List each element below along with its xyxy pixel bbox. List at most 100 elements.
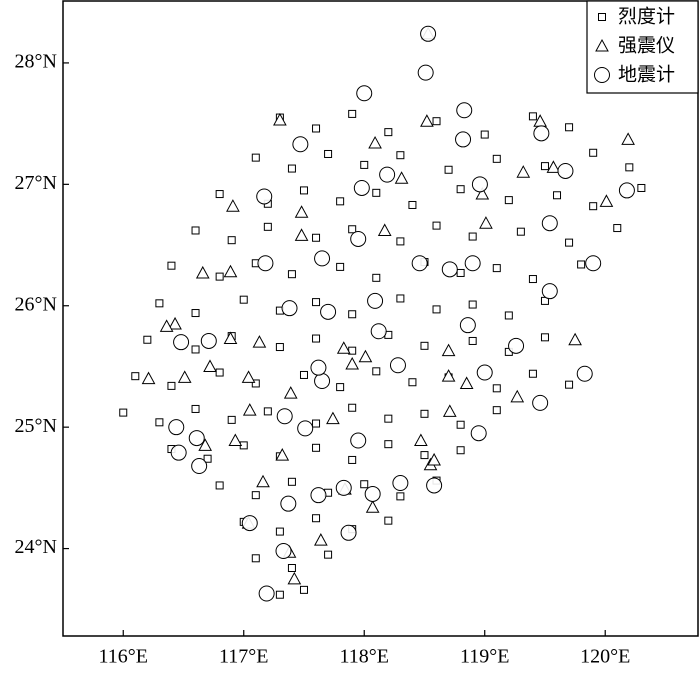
square-marker xyxy=(360,160,369,169)
circle-marker xyxy=(256,188,273,205)
square-marker xyxy=(324,149,333,158)
square-marker xyxy=(287,477,296,486)
legend-label: 强震仪 xyxy=(618,35,675,57)
triangle-marker xyxy=(283,386,298,399)
square-marker xyxy=(275,343,284,352)
square-marker xyxy=(191,309,200,318)
square-marker xyxy=(420,409,429,418)
circle-marker xyxy=(200,332,217,349)
square-marker xyxy=(227,415,236,424)
circle-marker xyxy=(340,524,357,541)
square-marker xyxy=(191,404,200,413)
legend-label: 地震计 xyxy=(618,64,675,86)
square-marker xyxy=(287,164,296,173)
circle-marker xyxy=(471,176,488,193)
square-marker xyxy=(613,224,622,233)
circle-marker xyxy=(335,479,352,496)
square-marker xyxy=(263,222,272,231)
square-marker xyxy=(299,370,308,379)
triangle-marker xyxy=(294,205,309,218)
square-marker xyxy=(299,186,308,195)
square-marker xyxy=(565,238,574,247)
square-marker xyxy=(456,268,465,277)
square-marker xyxy=(444,165,453,174)
circle-marker xyxy=(532,394,549,411)
triangle-marker xyxy=(336,341,351,354)
circle-marker xyxy=(476,364,493,381)
circle-marker xyxy=(557,162,574,179)
square-marker xyxy=(251,491,260,500)
triangle-marker xyxy=(420,114,434,127)
triangle-marker xyxy=(223,264,238,278)
square-marker xyxy=(553,191,562,200)
circle-marker xyxy=(576,365,593,382)
square-marker xyxy=(312,233,321,242)
triangle-marker xyxy=(228,433,243,447)
square-marker xyxy=(251,379,260,388)
triangle-marker xyxy=(414,433,428,447)
square-marker xyxy=(131,372,140,381)
square-marker xyxy=(155,299,164,308)
triangle-marker xyxy=(273,112,287,126)
square-marker xyxy=(348,225,357,234)
square-marker xyxy=(348,403,357,412)
circle-marker xyxy=(353,179,370,196)
square-marker xyxy=(625,163,634,172)
circle-marker xyxy=(426,477,443,494)
circle-marker xyxy=(241,515,258,532)
square-marker xyxy=(251,153,260,162)
square-marker xyxy=(396,492,405,501)
square-marker xyxy=(432,221,441,230)
square-marker xyxy=(360,480,369,489)
circle-marker xyxy=(585,255,602,272)
square-marker xyxy=(456,420,465,429)
triangle-marker xyxy=(159,319,174,332)
square-marker xyxy=(480,130,489,139)
triangle-marker xyxy=(203,359,217,372)
square-marker xyxy=(191,345,200,354)
square-marker xyxy=(336,197,345,206)
square-marker xyxy=(492,264,501,273)
triangle-marker xyxy=(195,265,210,279)
circle-marker xyxy=(188,430,205,447)
circle-marker xyxy=(456,102,473,119)
circle-marker xyxy=(292,136,309,153)
square-marker xyxy=(372,273,381,282)
square-marker xyxy=(432,117,441,126)
triangle-marker xyxy=(241,370,256,383)
square-marker xyxy=(420,341,429,350)
square-marker xyxy=(492,384,501,393)
y-tick-label: 27°N xyxy=(15,172,57,194)
y-tick-label: 26°N xyxy=(15,293,57,315)
triangle-marker xyxy=(294,228,309,241)
square-marker xyxy=(565,380,574,389)
square-marker xyxy=(396,151,405,160)
square-marker xyxy=(203,454,212,463)
square-marker xyxy=(324,550,333,559)
square-marker xyxy=(348,455,357,464)
triangle-marker xyxy=(242,403,257,416)
square-marker xyxy=(312,443,321,452)
triangle-marker xyxy=(459,376,474,389)
square-marker xyxy=(468,336,477,345)
square-marker xyxy=(167,381,176,390)
square-marker xyxy=(336,383,345,392)
square-marker xyxy=(312,419,321,428)
square-marker xyxy=(384,414,393,423)
square-marker xyxy=(239,295,248,304)
square-marker xyxy=(492,406,501,415)
triangle-marker xyxy=(516,165,531,178)
square-marker xyxy=(119,408,128,417)
square-marker xyxy=(215,272,224,281)
square-marker xyxy=(372,367,381,376)
square-marker xyxy=(275,527,284,536)
circle-marker xyxy=(173,334,190,351)
circle-marker xyxy=(420,25,437,42)
triangle-marker xyxy=(377,223,392,236)
square-marker xyxy=(528,275,537,284)
legend-label: 烈度计 xyxy=(618,6,675,28)
square-marker xyxy=(287,564,296,573)
circle-marker xyxy=(350,432,367,449)
square-marker xyxy=(565,123,574,132)
